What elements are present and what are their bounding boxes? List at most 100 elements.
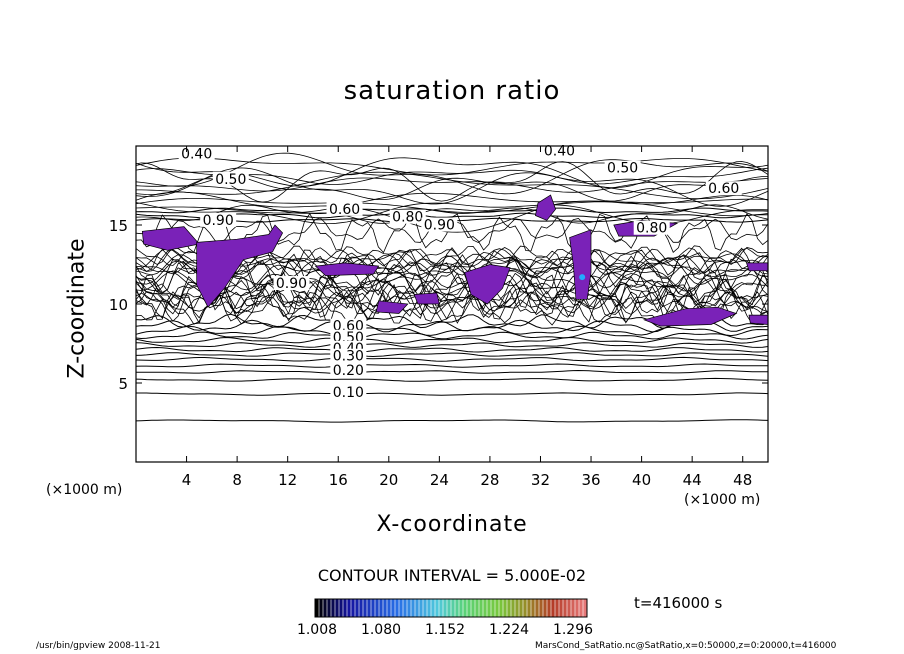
supersaturation-region	[464, 264, 511, 305]
x-axis-label: X-coordinate	[376, 512, 528, 537]
colorbar-cell	[379, 599, 384, 617]
colorbar-cell	[583, 599, 588, 617]
contour-line	[135, 369, 768, 374]
supersaturation-region	[569, 229, 592, 300]
x-unit-label-right: (×1000 m)	[684, 492, 761, 508]
contour-labels: 0.400.500.900.400.500.600.60 0.80 0.90 0.80…	[178, 143, 742, 401]
contour-line	[135, 281, 769, 311]
contour-label-bg	[330, 329, 367, 344]
supersaturation-region	[642, 306, 738, 327]
contour-label-bg	[705, 181, 742, 196]
peak-region	[579, 274, 586, 281]
x-tick-label: 36	[581, 471, 600, 489]
colorbar-cell	[527, 599, 532, 617]
contour-line	[135, 346, 769, 353]
colorbar-cell	[351, 599, 356, 617]
colorbar-cell	[319, 599, 324, 617]
contour-line	[135, 212, 769, 219]
colorbar-cell	[343, 599, 348, 617]
contour-line	[135, 272, 769, 316]
colorbar-cell	[523, 599, 528, 617]
contour-line	[135, 261, 769, 295]
contour-line	[135, 198, 769, 214]
contour-line	[135, 257, 769, 275]
contour-line	[135, 342, 769, 348]
colorbar-cell	[403, 599, 408, 617]
contour-label: 0.60	[708, 181, 739, 197]
colorbar-cell	[475, 599, 480, 617]
contour-label-bg	[421, 217, 458, 232]
colorbar-cell	[555, 599, 560, 617]
colorbar-tick-label: 1.080	[360, 622, 402, 638]
colorbar-cell	[371, 599, 376, 617]
x-tick-label: 48	[733, 471, 752, 489]
colorbar-cell	[439, 599, 444, 617]
contour-label-bg	[633, 220, 670, 235]
colorbar-cell	[511, 599, 516, 617]
contour-line	[135, 269, 769, 314]
colorbar-cell	[571, 599, 576, 617]
colorbar-cell	[515, 599, 520, 617]
contour-label: 0.40	[544, 143, 575, 159]
colorbar-cell	[335, 599, 340, 617]
colorbar-cell	[463, 599, 468, 617]
supersaturation-region	[748, 314, 769, 325]
contour-line	[135, 363, 769, 368]
colorbar-cell	[435, 599, 440, 617]
contour-lines	[135, 152, 769, 423]
y-tick-label: 15	[109, 217, 128, 235]
colorbar-cell	[559, 599, 564, 617]
contour-line	[135, 161, 769, 203]
colorbar-cell	[471, 599, 476, 617]
supersaturation-region	[746, 262, 769, 272]
colorbar-cell	[327, 599, 332, 617]
colorbar-cell	[451, 599, 456, 617]
colorbar-frame	[314, 598, 588, 618]
colorbar-cell	[367, 599, 372, 617]
colorbar-cell	[443, 599, 448, 617]
footer-source-label: MarsCond_SatRatio.nc@SatRatio,x=0:50000,…	[535, 641, 837, 651]
supersaturation-region	[141, 226, 200, 251]
contour-line	[135, 177, 769, 193]
contour-label: 0.40	[181, 146, 212, 162]
colorbar-cell	[459, 599, 464, 617]
contour-label-bg	[604, 160, 641, 175]
contour-label: 0.60	[329, 202, 360, 218]
colorbar-cell	[579, 599, 584, 617]
contour-label: 0.90	[203, 213, 234, 229]
supersaturation-region	[534, 194, 556, 221]
contour-label: 0.20	[333, 363, 364, 379]
colorbar-cell	[383, 599, 388, 617]
contour-line	[135, 419, 769, 423]
contour-label: 0.90	[424, 218, 455, 234]
contour-line	[135, 279, 769, 304]
colorbar-cell	[547, 599, 552, 617]
contour-line	[136, 171, 769, 200]
x-tick-label: 44	[683, 471, 702, 489]
contour-line	[135, 377, 769, 382]
colorbar-cell	[535, 599, 540, 617]
contour-label-bg	[273, 276, 310, 291]
contour-line	[135, 331, 769, 340]
contour-line	[135, 192, 769, 217]
colorbar-cell	[499, 599, 504, 617]
x-unit-label-left: (×1000 m)	[46, 482, 123, 498]
colorbar-cell	[415, 599, 420, 617]
contour-line	[136, 392, 769, 396]
colorbar-cell	[399, 599, 404, 617]
y-tick-label: 5	[118, 375, 128, 393]
colorbar-cell	[407, 599, 412, 617]
colorbar-cell	[491, 599, 496, 617]
colorbar-tick-label: 1.296	[552, 622, 594, 638]
y-tick-label: 10	[109, 296, 128, 314]
contour-label-bg	[541, 143, 578, 158]
colorbar-cell	[391, 599, 396, 617]
colorbar-cell	[567, 599, 572, 617]
colorbar-cell	[519, 599, 524, 617]
plot-frame	[135, 145, 769, 463]
x-tick-label: 8	[232, 471, 242, 489]
y-axis-label: Z-coordinate	[64, 238, 90, 379]
colorbar-cell	[359, 599, 364, 617]
contour-line	[135, 277, 769, 323]
